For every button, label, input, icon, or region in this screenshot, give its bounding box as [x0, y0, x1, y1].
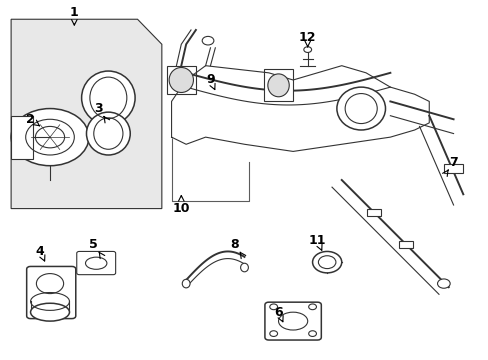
Ellipse shape: [240, 263, 248, 272]
FancyBboxPatch shape: [366, 208, 380, 216]
FancyBboxPatch shape: [443, 164, 462, 173]
Text: 8: 8: [230, 238, 239, 251]
Ellipse shape: [81, 71, 135, 125]
Circle shape: [303, 47, 311, 53]
Polygon shape: [171, 66, 428, 152]
FancyBboxPatch shape: [398, 241, 412, 248]
FancyBboxPatch shape: [166, 66, 196, 94]
Text: 6: 6: [274, 306, 282, 319]
Circle shape: [308, 304, 316, 310]
FancyBboxPatch shape: [264, 302, 321, 340]
Circle shape: [269, 304, 277, 310]
Circle shape: [202, 36, 213, 45]
Polygon shape: [11, 19, 162, 208]
Circle shape: [11, 109, 89, 166]
Text: 9: 9: [206, 73, 214, 86]
Ellipse shape: [169, 67, 193, 93]
Ellipse shape: [267, 74, 288, 97]
Text: 5: 5: [89, 238, 98, 251]
Circle shape: [308, 331, 316, 337]
FancyBboxPatch shape: [77, 251, 116, 275]
Text: 10: 10: [172, 202, 190, 215]
Text: 1: 1: [70, 6, 79, 19]
Text: 7: 7: [448, 156, 457, 168]
Text: 3: 3: [94, 102, 103, 115]
Ellipse shape: [336, 87, 385, 130]
Ellipse shape: [86, 112, 130, 155]
Circle shape: [269, 331, 277, 337]
Text: 4: 4: [36, 245, 44, 258]
FancyBboxPatch shape: [264, 69, 292, 102]
Ellipse shape: [30, 303, 69, 321]
FancyBboxPatch shape: [27, 266, 76, 319]
Text: 12: 12: [298, 31, 316, 44]
Ellipse shape: [182, 279, 190, 288]
Circle shape: [437, 279, 449, 288]
FancyBboxPatch shape: [11, 116, 33, 158]
Circle shape: [312, 251, 341, 273]
Text: 2: 2: [26, 113, 35, 126]
Text: 11: 11: [308, 234, 325, 247]
